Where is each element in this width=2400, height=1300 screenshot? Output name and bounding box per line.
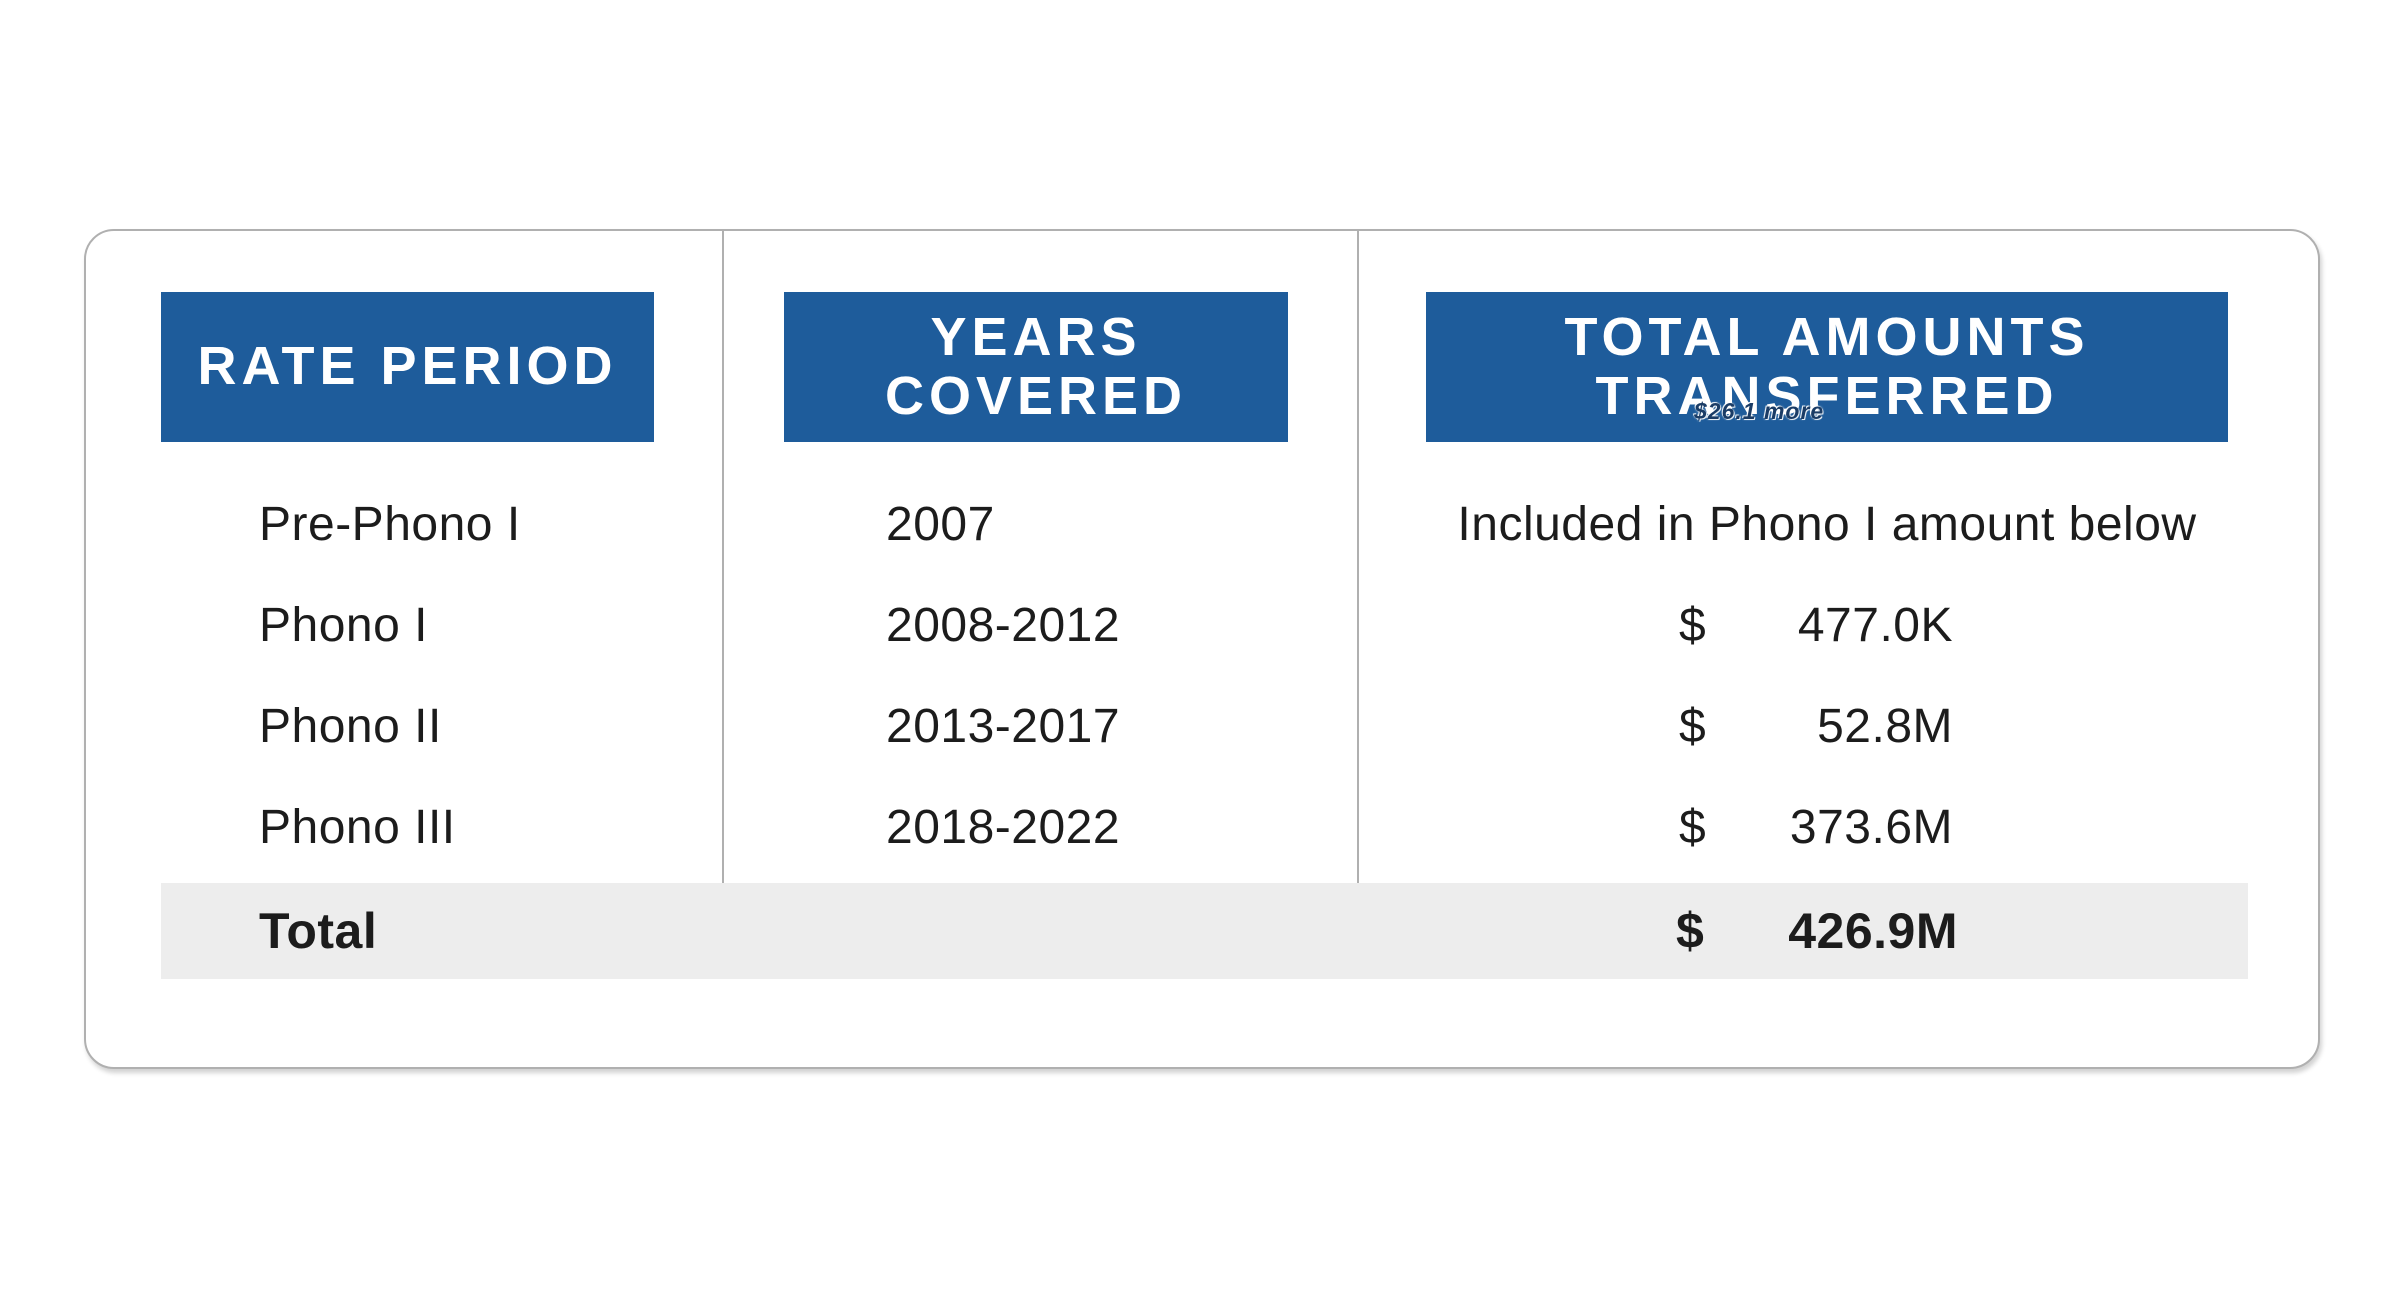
column-header-total-amounts-transferred: TOTAL AMOUNTS TRANSFERRED bbox=[1426, 292, 2228, 442]
table-row: Phono III 2018-2022 $ 373.6M bbox=[86, 777, 2318, 878]
total-row: Total $ 426.9M bbox=[161, 883, 2248, 979]
column-divider-2 bbox=[1357, 231, 1359, 979]
table-row: Phono II 2013-2017 $ 52.8M bbox=[86, 676, 2318, 777]
currency-symbol: $ bbox=[1679, 599, 1707, 652]
amount-cell: $ 373.6M bbox=[1679, 777, 1953, 878]
years-cell: 2018-2022 bbox=[886, 801, 1121, 854]
column-divider-1 bbox=[722, 231, 724, 979]
currency-symbol: $ bbox=[1676, 903, 1705, 959]
rate-period-cell: Phono I bbox=[259, 599, 428, 652]
amount-note-cell: Included in Phono I amount below bbox=[1457, 498, 2197, 551]
rate-period-cell: Phono III bbox=[259, 801, 456, 854]
years-cell: 2008-2012 bbox=[886, 599, 1121, 652]
amount-value: 52.8M bbox=[1817, 700, 1953, 753]
currency-symbol: $ bbox=[1679, 801, 1707, 854]
summary-card: RATE PERIOD YEARS COVERED TOTAL AMOUNTS … bbox=[84, 229, 2320, 1069]
total-amount-cell: $ 426.9M bbox=[1676, 883, 1958, 979]
total-label: Total bbox=[259, 903, 378, 959]
table-row: Phono I 2008-2012 $ 477.0K bbox=[86, 575, 2318, 676]
years-cell: 2013-2017 bbox=[886, 700, 1121, 753]
rate-period-cell: Pre-Phono I bbox=[259, 498, 521, 551]
column-header-years-covered: YEARS COVERED bbox=[784, 292, 1288, 442]
amount-cell: $ 52.8M bbox=[1679, 676, 1953, 777]
currency-symbol: $ bbox=[1679, 700, 1707, 753]
amount-value: 477.0K bbox=[1797, 599, 1953, 652]
table-row: Pre-Phono I 2007 Included in Phono I amo… bbox=[86, 474, 2318, 575]
amount-value: 426.9M bbox=[1788, 903, 1958, 959]
column-header-rate-period: RATE PERIOD bbox=[161, 292, 654, 442]
amount-value: 373.6M bbox=[1789, 801, 1953, 854]
watermark-text: $26.1 more bbox=[1694, 398, 1825, 424]
years-cell: 2007 bbox=[886, 498, 995, 551]
rate-period-cell: Phono II bbox=[259, 700, 442, 753]
amount-cell: $ 477.0K bbox=[1679, 575, 1953, 676]
